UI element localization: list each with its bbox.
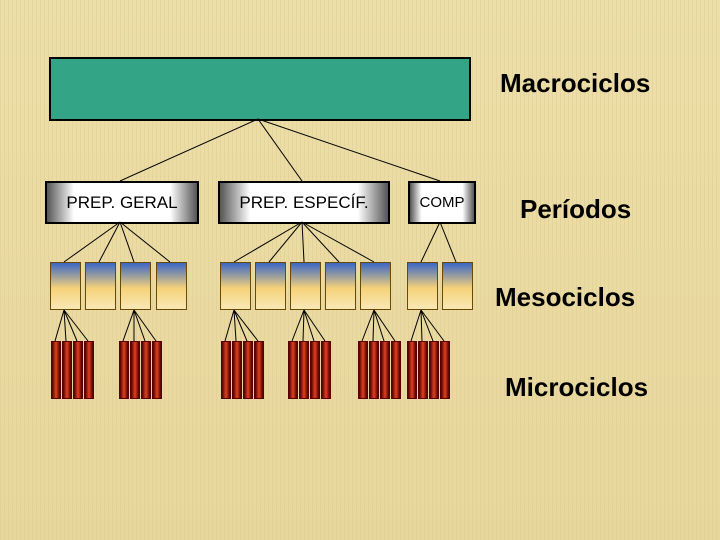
microciclo-bar <box>254 341 264 399</box>
period-prep-geral: PREP. GERAL <box>45 181 199 224</box>
microciclo-bar <box>243 341 253 399</box>
mesociclo-box <box>407 262 438 310</box>
microciclo-bar <box>73 341 83 399</box>
microciclo-bar <box>299 341 309 399</box>
periodos-label: Períodos <box>520 194 631 225</box>
macrociclo-box <box>49 57 471 121</box>
microciclo-bar <box>84 341 94 399</box>
meso-label: Mesociclos <box>495 282 635 313</box>
mesociclo-box <box>220 262 251 310</box>
microciclo-bar <box>130 341 140 399</box>
microciclo-bar <box>232 341 242 399</box>
microciclo-bar <box>429 341 439 399</box>
microciclo-bar <box>310 341 320 399</box>
period-comp: COMP <box>408 181 476 224</box>
microciclo-bar <box>369 341 379 399</box>
microciclo-bar <box>152 341 162 399</box>
microciclo-bar <box>407 341 417 399</box>
microciclo-bar <box>391 341 401 399</box>
micro-label: Microciclos <box>505 372 648 403</box>
microciclo-bar <box>51 341 61 399</box>
mesociclo-box <box>156 262 187 310</box>
microciclo-bar <box>321 341 331 399</box>
microciclo-bar <box>440 341 450 399</box>
mesociclo-box <box>360 262 391 310</box>
mesociclo-box <box>325 262 356 310</box>
microciclo-bar <box>418 341 428 399</box>
period-prep-especif: PREP. ESPECÍF. <box>218 181 390 224</box>
microciclo-bar <box>221 341 231 399</box>
mesociclo-box <box>442 262 473 310</box>
microciclo-bar <box>288 341 298 399</box>
macro-label: Macrociclos <box>500 68 650 99</box>
mesociclo-box <box>255 262 286 310</box>
mesociclo-box <box>120 262 151 310</box>
mesociclo-box <box>290 262 321 310</box>
microciclo-bar <box>380 341 390 399</box>
microciclo-bar <box>141 341 151 399</box>
microciclo-bar <box>119 341 129 399</box>
mesociclo-box <box>85 262 116 310</box>
mesociclo-box <box>50 262 81 310</box>
microciclo-bar <box>358 341 368 399</box>
microciclo-bar <box>62 341 72 399</box>
